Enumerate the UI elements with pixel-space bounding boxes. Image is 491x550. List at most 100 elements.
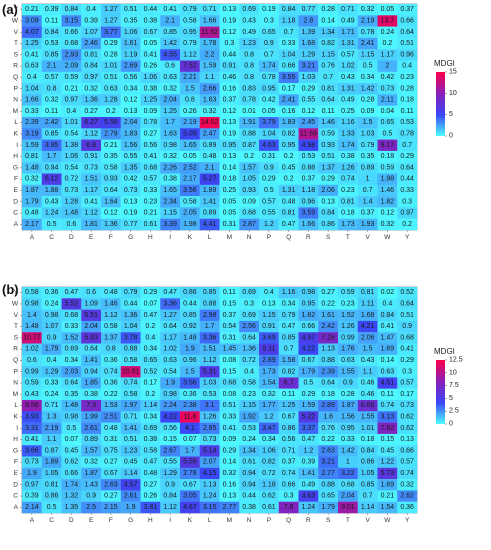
cell-value-label: 1.9 (126, 504, 136, 511)
heatmap-cell (357, 320, 378, 333)
cell-value-label: 0.54 (223, 323, 237, 330)
heatmap-cell (259, 501, 279, 514)
heatmap-cell (259, 4, 279, 16)
heatmap-cell (61, 105, 82, 118)
heatmap-cell (397, 150, 418, 163)
heatmap-cell (397, 37, 418, 50)
heatmap-cell (199, 433, 220, 446)
cell-value-label: 3.56 (183, 380, 197, 387)
cell-value-label: 0.24 (45, 300, 59, 307)
cell-value-label: 0.72 (242, 357, 256, 364)
heatmap-cell (101, 298, 121, 310)
cell-value-label: 2.19 (361, 17, 375, 24)
heatmap-cell (397, 60, 418, 72)
heatmap-cell (318, 37, 339, 50)
cell-value-label: 0.5 (67, 425, 77, 432)
cell-value-label: 0.37 (223, 97, 237, 104)
heatmap-cell (199, 196, 220, 208)
cell-value-label: 2.5 (86, 504, 96, 511)
heatmap-cell (199, 49, 220, 61)
cell-value-label: 1.7 (165, 119, 175, 126)
y-tick-label: M (13, 108, 18, 115)
cell-value-label: 6.66 (361, 402, 375, 409)
heatmap-cell (61, 162, 82, 174)
heatmap-cell (318, 400, 339, 412)
cell-value-label: 1.73 (262, 368, 276, 375)
heatmap-cell (278, 4, 299, 16)
heatmap-cell (22, 332, 42, 344)
cell-value-label: 0.93 (321, 142, 335, 149)
cell-value-label: 2.17 (25, 221, 39, 228)
heatmap-cell (219, 287, 240, 299)
heatmap-cell (22, 287, 42, 299)
cell-value-label: 1.23 (242, 40, 256, 47)
heatmap-cell (278, 150, 299, 163)
heatmap-cell (239, 117, 260, 129)
heatmap-cell (318, 105, 339, 118)
cell-value-label: 0.95 (282, 142, 296, 149)
heatmap-cell (239, 479, 260, 491)
cell-value-label: 3.22 (341, 470, 355, 477)
heatmap-cell (81, 309, 102, 322)
heatmap-cell (41, 150, 62, 163)
cell-value-label: 0.62 (400, 425, 414, 432)
cell-value-label: 0.41 (144, 153, 158, 160)
cell-value-label: 0.18 (321, 391, 335, 398)
cell-value-label: 1.18 (302, 187, 316, 194)
cell-value-label: 2.79 (104, 130, 118, 137)
heatmap-cell (101, 162, 121, 174)
cell-value-label: 0.34 (144, 346, 158, 353)
cell-value-label: 1.82 (381, 198, 395, 205)
cell-value-label: 1.23 (124, 447, 138, 454)
heatmap-cell (338, 218, 358, 231)
cell-value-label: 0.64 (400, 300, 414, 307)
heatmap-cell (61, 218, 82, 231)
heatmap-cell (338, 422, 358, 435)
cell-value-label: 9.17 (381, 142, 395, 149)
heatmap-cell (101, 218, 121, 231)
heatmap-cell (140, 37, 161, 50)
heatmap-cell (357, 15, 378, 27)
cell-value-label: 0.89 (84, 436, 98, 443)
heatmap-cell (338, 26, 358, 39)
cell-value-label: 0.47 (163, 289, 177, 296)
heatmap-cell (180, 479, 200, 491)
heatmap-cell (180, 26, 200, 39)
heatmap-cell (239, 4, 260, 16)
heatmap-cell (180, 4, 200, 16)
heatmap-cell (338, 128, 358, 140)
cell-value-label: 1.68 (302, 40, 316, 47)
heatmap-cell (101, 354, 121, 367)
cell-value-label: 1.15 (163, 210, 177, 217)
heatmap-cell (180, 128, 200, 140)
cell-value-label: 0.8 (244, 63, 254, 70)
cell-value-label: 2.39 (321, 368, 335, 375)
heatmap-cell (318, 196, 339, 208)
heatmap-cell (377, 184, 398, 197)
heatmap-cell (259, 207, 279, 219)
cell-value-label: 0.32 (84, 85, 98, 92)
heatmap-cell (239, 490, 260, 502)
cell-value-label: 0.32 (361, 6, 375, 13)
legend-title: MDGI (434, 59, 455, 68)
cell-value-label: 0.3 (284, 493, 294, 500)
cell-value-label: 7.8 (284, 504, 294, 511)
x-tick-label: T (346, 517, 350, 524)
cell-value-label: 5.58 (104, 119, 118, 126)
heatmap-cell (338, 71, 358, 84)
heatmap-cell (199, 320, 220, 333)
cell-value-label: 0.5 (264, 187, 274, 194)
cell-value-label: 0.35 (65, 391, 79, 398)
cell-value-label: 0.09 (361, 108, 375, 115)
heatmap-cell (180, 37, 200, 50)
cell-value-label: 0.23 (242, 391, 256, 398)
cell-value-label: 2.04 (163, 97, 177, 104)
heatmap-cell (298, 49, 319, 61)
cell-value-label: 1.07 (84, 29, 98, 36)
heatmap-cell (41, 490, 62, 502)
heatmap-cell (22, 83, 42, 95)
cell-value-label: 0.38 (242, 504, 256, 511)
cell-value-label: 1.27 (104, 17, 118, 24)
heatmap-cell (278, 298, 299, 310)
cell-value-label: 1.99 (84, 413, 98, 420)
